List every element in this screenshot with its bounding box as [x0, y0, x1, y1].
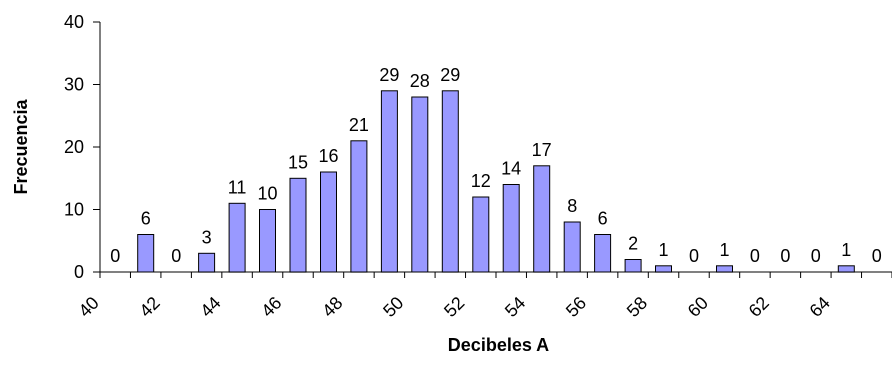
bar: [380, 90, 398, 273]
bar: [441, 90, 459, 273]
data-label: 6: [598, 209, 608, 229]
bar: [289, 177, 307, 273]
bar: [716, 265, 733, 273]
data-label: 17: [532, 140, 552, 160]
x-tick-label: 54: [501, 293, 529, 321]
x-tick-label: 62: [745, 293, 773, 321]
bar: [624, 259, 642, 273]
bar: [655, 265, 672, 273]
data-label: 0: [780, 246, 790, 266]
bar: [259, 209, 276, 273]
y-ticks-group: 0 10 20 30 40: [64, 12, 100, 282]
x-axis-title: Decibeles A: [448, 335, 549, 355]
y-tick-label: 0: [74, 262, 84, 282]
x-tick-label: 48: [318, 293, 346, 321]
data-label: 0: [110, 246, 120, 266]
bar: [837, 265, 855, 273]
bar: [411, 96, 429, 273]
data-label: 0: [750, 246, 760, 266]
x-tick-label: 42: [135, 293, 163, 321]
x-tick-label: 50: [379, 293, 407, 321]
y-tick-label: 40: [64, 12, 84, 32]
data-label: 0: [872, 246, 882, 266]
y-tick-label: 10: [64, 200, 84, 220]
data-label: 12: [471, 171, 491, 191]
data-label: 0: [689, 246, 699, 266]
data-label: 2: [628, 234, 638, 254]
data-label: 10: [257, 184, 277, 204]
x-tick-label: 64: [806, 293, 834, 321]
y-tick-label: 20: [64, 137, 84, 157]
data-label: 6: [141, 209, 151, 229]
x-tick-label: 40: [75, 293, 103, 321]
bar: [533, 165, 551, 273]
bar: [228, 202, 246, 273]
x-tick-label: 44: [196, 293, 224, 321]
data-label: 1: [719, 240, 729, 260]
data-label: 16: [318, 146, 338, 166]
x-tick-label: 46: [257, 293, 285, 321]
y-tick-label: 30: [64, 75, 84, 95]
data-label: 21: [349, 115, 369, 135]
data-label: 28: [410, 71, 430, 91]
x-tick-label: 52: [440, 293, 468, 321]
bars-group: [137, 90, 855, 273]
data-label: 1: [841, 240, 851, 260]
data-label: 15: [288, 152, 308, 172]
bar: [472, 196, 490, 273]
y-axis-title: Frecuencia: [11, 98, 31, 194]
bar: [502, 184, 520, 273]
data-label: 0: [171, 246, 181, 266]
data-label: 3: [202, 227, 212, 247]
x-tick-label: 56: [562, 293, 590, 321]
bar: [137, 234, 155, 273]
x-tick-label: 58: [623, 293, 651, 321]
data-label: 8: [567, 196, 577, 216]
data-label: 11: [228, 177, 247, 197]
x-ticks-group: 40 42 44 46 48 50 52 54 56 58 60 62 64: [75, 272, 892, 321]
data-label: 14: [501, 159, 521, 179]
data-label: 0: [811, 246, 821, 266]
data-label: 29: [379, 65, 399, 85]
data-label: 1: [658, 240, 668, 260]
x-tick-label: 60: [684, 293, 712, 321]
bar: [198, 252, 216, 273]
bar: [563, 221, 581, 273]
bar: [594, 234, 612, 273]
bar: [320, 171, 337, 273]
data-label: 29: [440, 65, 460, 85]
bar: [350, 140, 368, 273]
